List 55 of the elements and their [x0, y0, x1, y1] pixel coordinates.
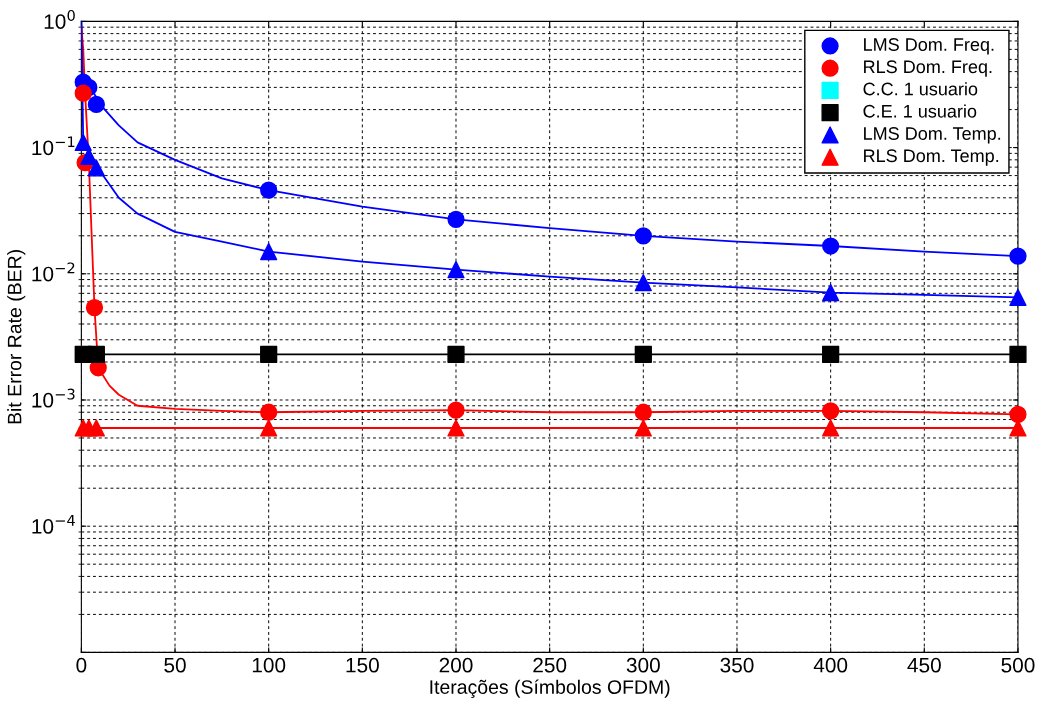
y-axis-title: Bit Error Rate (BER)	[7, 250, 26, 424]
x-tick-label: 500	[1001, 657, 1035, 673]
point	[634, 345, 652, 363]
y-tick-label: 10$^{−2}$	[32, 262, 75, 282]
legend-label: RLS Dom. Temp.	[864, 149, 999, 166]
point	[822, 345, 840, 363]
point	[74, 133, 92, 151]
point	[87, 95, 105, 113]
y-tick-label: 10$^{−1}$	[32, 136, 75, 156]
point	[634, 403, 652, 421]
legend-label: LMS Dom. Temp.	[864, 127, 1001, 144]
x-tick-label: 250	[533, 657, 567, 673]
point	[447, 345, 465, 363]
point	[447, 401, 465, 419]
point	[822, 283, 840, 302]
point	[1009, 405, 1027, 423]
x-tick-label: 350	[720, 657, 754, 673]
point	[822, 402, 840, 420]
point	[85, 298, 104, 317]
point	[260, 345, 278, 363]
legend-label: C.C. 1 usuario	[863, 82, 978, 96]
legend-label: LMS Dom. Freq.	[864, 38, 994, 55]
x-tick-label: 150	[346, 657, 379, 673]
point	[822, 419, 840, 437]
point	[822, 237, 840, 255]
point	[1009, 288, 1027, 307]
x-tick-label: 300	[626, 657, 660, 673]
point	[260, 242, 278, 261]
x-tick-label: 50	[164, 657, 186, 673]
point	[634, 227, 652, 245]
point	[1009, 345, 1027, 363]
x-tick-label: 100	[252, 657, 286, 673]
point	[74, 84, 92, 102]
point	[260, 403, 278, 421]
legend-label: C.E. 1 usuario	[863, 104, 977, 118]
point	[87, 345, 105, 363]
point	[447, 210, 465, 228]
point	[447, 419, 465, 437]
x-tick-label: 0	[76, 657, 87, 673]
point	[1009, 247, 1027, 265]
point	[447, 260, 465, 279]
point	[87, 159, 105, 177]
point	[260, 419, 278, 437]
y-tick-label: 10$^{0}$	[44, 9, 75, 29]
point	[260, 181, 278, 199]
legend-label: RLS Dom. Freq.	[864, 60, 992, 77]
x-tick-label: 450	[907, 657, 941, 673]
point	[634, 274, 652, 292]
x-tick-label: 200	[439, 657, 473, 673]
point	[634, 419, 652, 437]
y-tick-label: 10$^{−4}$	[32, 514, 75, 534]
x-tick-label: 400	[813, 657, 848, 673]
point	[87, 419, 105, 437]
y-tick-label: 10$^{−3}$	[32, 388, 75, 408]
x-axis-title: Iterações (Símbolos OFDM)	[430, 679, 670, 698]
